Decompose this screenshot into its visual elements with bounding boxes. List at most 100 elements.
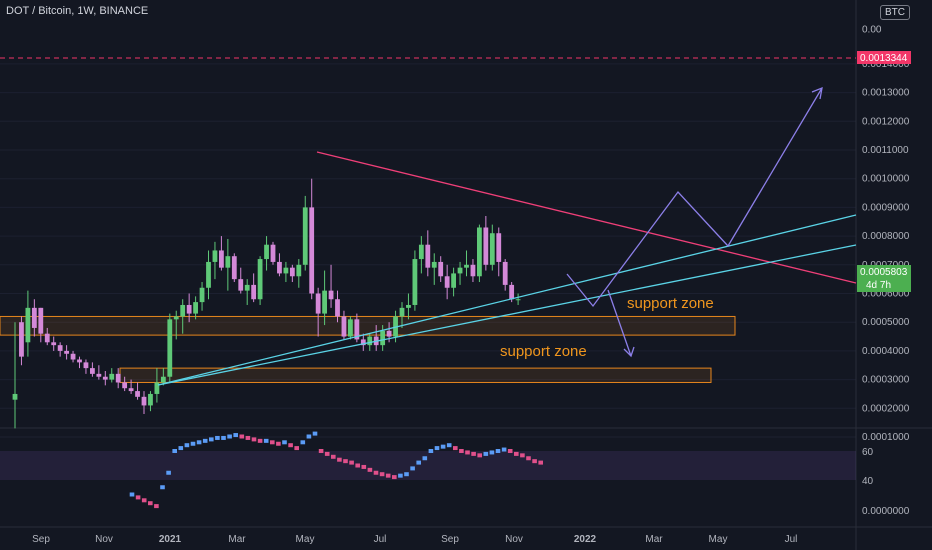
oscillator-mark <box>331 454 336 459</box>
oscillator-mark <box>416 460 421 465</box>
oscillator-mark <box>538 460 543 465</box>
oscillator-band <box>0 451 856 480</box>
y-tick-label: 0.0001000 <box>862 432 910 443</box>
projection-arrowhead <box>623 346 635 358</box>
support-zone-label: support zone <box>500 343 587 360</box>
candle-body <box>148 393 153 406</box>
candle-body <box>186 304 192 314</box>
oscillator-mark <box>507 449 513 453</box>
y-tick-label: 0.0008000 <box>862 231 910 242</box>
oscillator-mark <box>312 431 318 436</box>
candle-body <box>341 316 347 337</box>
level-price-tag <box>857 51 911 64</box>
oscillator-mark <box>148 501 153 506</box>
candle-body <box>470 264 476 277</box>
candle-body <box>77 359 82 363</box>
candle-body <box>225 256 231 268</box>
oscillator-mark <box>263 438 269 443</box>
oscillator-mark <box>520 453 525 458</box>
oscillator-mark <box>221 435 226 440</box>
oscillator-mark <box>471 451 476 456</box>
chart-title: DOT / Bitcoin, 1W, BINANCE <box>6 5 149 17</box>
oscillator-mark <box>361 464 367 469</box>
candle-body <box>283 267 289 274</box>
x-tick-label: May <box>296 534 315 545</box>
x-tick-label: Nov <box>505 534 523 545</box>
oscillator-mark <box>526 456 531 461</box>
oscillator-mark <box>209 437 214 442</box>
candle-body <box>412 259 418 305</box>
candle-body <box>509 284 515 300</box>
candle-body <box>231 256 237 280</box>
oscillator-mark <box>355 463 360 468</box>
oscillator-mark <box>446 443 452 448</box>
candle-body <box>64 350 69 354</box>
candle-body <box>502 261 508 285</box>
y-tick-label: 0.0005000 <box>862 317 910 328</box>
candle-body <box>251 284 257 300</box>
candle-body <box>348 319 353 337</box>
candle-body <box>270 244 276 262</box>
last-price-tag <box>857 265 911 292</box>
candle-body <box>83 362 89 369</box>
candle-body <box>206 261 211 288</box>
projection-arrowhead <box>811 86 823 100</box>
candle-body <box>289 267 295 277</box>
candle-body <box>431 261 437 268</box>
candle-body <box>122 382 128 389</box>
countdown-label: 4d 7h <box>866 280 891 291</box>
candle-body <box>244 284 250 291</box>
candle-body <box>90 368 95 374</box>
y-tick-label: 0.0012000 <box>862 116 910 127</box>
oscillator-mark <box>410 466 415 471</box>
candle-body <box>257 259 263 300</box>
candle-body <box>354 319 360 340</box>
oscillator-mark <box>135 495 141 500</box>
oscillator-mark <box>178 446 184 451</box>
candle-body <box>457 267 463 274</box>
oscillator-mark <box>349 460 354 465</box>
candle-body <box>212 250 218 262</box>
oscillator-mark <box>465 450 470 455</box>
candle-body <box>464 264 469 268</box>
candle-body <box>160 376 166 383</box>
oscillator-mark <box>154 504 159 509</box>
candle-body <box>25 307 31 343</box>
oscillator-mark <box>257 438 263 443</box>
currency-badge[interactable]: BTC <box>880 5 910 20</box>
oscillator-mark <box>233 433 238 438</box>
candle-body <box>115 373 121 383</box>
oscillator-mark <box>404 472 409 477</box>
x-tick-label: May <box>709 534 728 545</box>
oscillator-mark <box>300 440 306 445</box>
candle-body <box>96 373 102 377</box>
oscillator-mark <box>215 435 220 440</box>
oscillator-mark <box>459 449 464 453</box>
oscillator-mark <box>270 440 275 445</box>
candle-body <box>322 290 327 314</box>
candle-body <box>128 388 134 392</box>
candle-body <box>380 330 386 346</box>
y-tick-label: 0.0002000 <box>862 403 910 414</box>
candle-body <box>70 353 76 360</box>
x-tick-label: Mar <box>645 534 663 545</box>
y-tick-label: 0.0013000 <box>862 88 910 99</box>
candle-body <box>418 244 424 260</box>
candle-body <box>238 279 244 291</box>
candle-body <box>154 382 160 394</box>
projection-path <box>607 289 632 357</box>
support-zone-label: support zone <box>627 295 714 312</box>
candle-body <box>193 302 198 314</box>
candle-body <box>309 207 315 294</box>
candle-body <box>477 227 482 277</box>
oscillator-mark <box>495 449 501 453</box>
oscillator-mark <box>202 438 208 443</box>
candle-body <box>31 307 37 328</box>
candle-body <box>199 287 205 303</box>
oscillator-mark <box>373 470 379 475</box>
oscillator-tick: 60 <box>862 447 874 458</box>
oscillator-tick: 40 <box>862 476 874 487</box>
candle-body <box>44 333 50 343</box>
y-tick-label: 0.0003000 <box>862 375 910 386</box>
